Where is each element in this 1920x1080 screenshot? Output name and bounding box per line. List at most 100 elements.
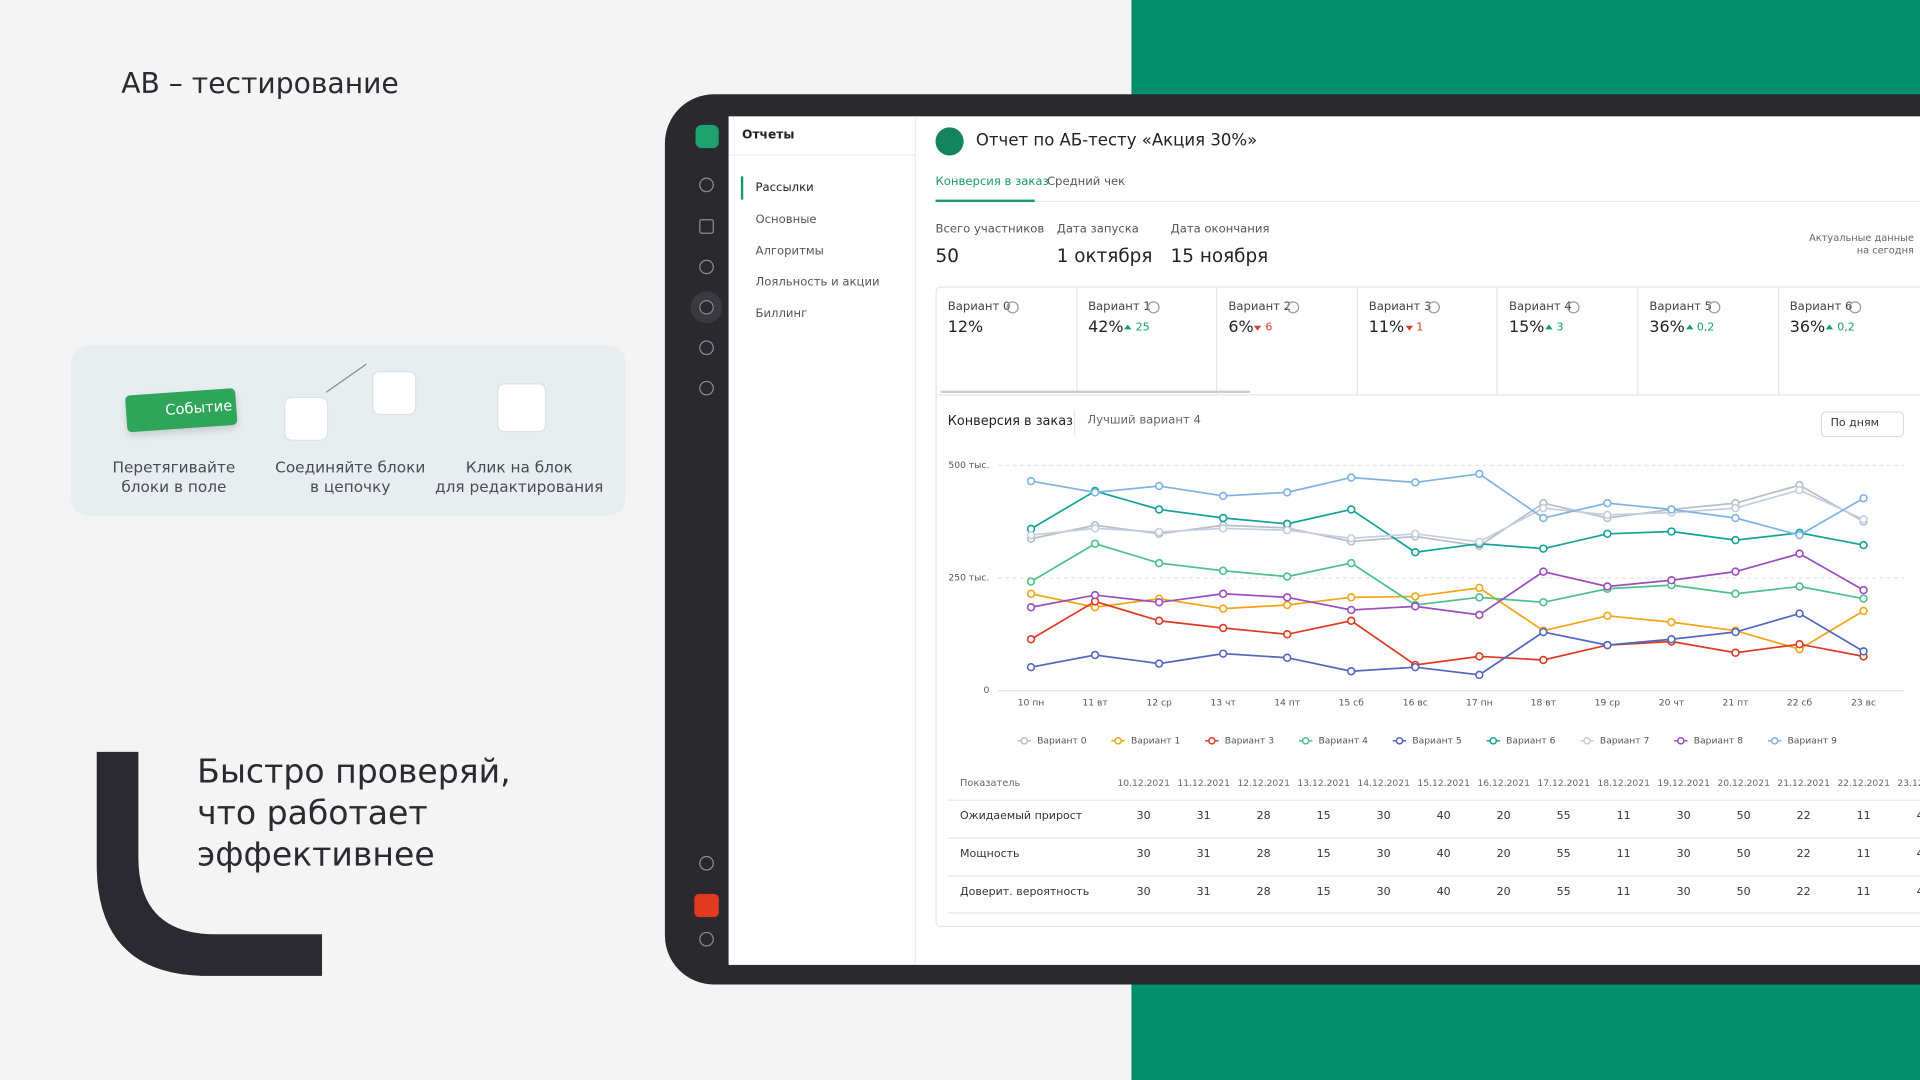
headline: что работает	[197, 794, 428, 833]
series-point	[1475, 610, 1484, 620]
series-point	[1346, 616, 1356, 625]
logo	[695, 124, 719, 149]
nav-icon[interactable]	[699, 340, 714, 356]
series-point	[1218, 604, 1228, 613]
series-point	[1603, 510, 1612, 520]
menu-item[interactable]: Лояльность и акции	[755, 275, 880, 290]
cell: 30	[1136, 886, 1151, 899]
nav-icon[interactable]	[690, 291, 723, 324]
variant-value: 6%	[1228, 318, 1254, 337]
stat-label: Всего участников	[935, 222, 1045, 237]
series-point	[1731, 589, 1740, 598]
nav-icon[interactable]	[699, 177, 714, 193]
nav-icon[interactable]	[699, 855, 714, 871]
x-tick-label: 15 сб	[1339, 697, 1365, 708]
series-point	[1539, 655, 1548, 665]
card-divider	[1356, 286, 1358, 395]
column-header: 10.12.2021	[1117, 777, 1170, 789]
series-point	[1475, 652, 1484, 661]
nav-icon-alert[interactable]	[694, 893, 719, 918]
tab[interactable]: Конверсия в заказ	[935, 175, 1049, 189]
series-point	[1795, 582, 1804, 591]
table-header-label: Показатель	[960, 777, 1021, 789]
series-point	[1411, 592, 1420, 601]
tab[interactable]: Средний чек	[1046, 175, 1126, 189]
column-header: 14.12.2021	[1357, 777, 1410, 789]
series-point	[1859, 493, 1868, 503]
series-point	[1411, 529, 1420, 539]
cell: 11	[1856, 810, 1871, 823]
series-point	[1154, 598, 1164, 607]
series-point	[1282, 593, 1292, 602]
cell: 31	[1196, 886, 1211, 899]
series-point	[1603, 640, 1612, 650]
series-point	[1346, 667, 1356, 676]
stat-value: 15 ноября	[1170, 244, 1269, 267]
screen	[728, 116, 1920, 965]
cell: 15	[1316, 886, 1331, 899]
block-icon	[284, 396, 329, 441]
cell: 28	[1256, 848, 1271, 861]
menu-item[interactable]: Биллинг	[755, 307, 808, 322]
headline: эффективнее	[197, 836, 435, 875]
series-point	[1218, 589, 1228, 598]
legend-marker	[1677, 737, 1685, 745]
cell: 11	[1856, 848, 1871, 861]
column-header: 13.12.2021	[1297, 777, 1350, 789]
x-tick-label: 18 вт	[1531, 697, 1557, 708]
help-icon	[1708, 301, 1721, 314]
x-tick-label: 12 ср	[1146, 697, 1172, 708]
column-header: 18.12.2021	[1597, 777, 1650, 789]
series-point	[1154, 616, 1164, 625]
series-point	[1539, 544, 1548, 553]
help-icon	[1287, 301, 1300, 314]
feature-label: блоки в поле	[121, 477, 227, 496]
variant-value: 36%	[1789, 318, 1826, 337]
menu-item[interactable]: Основные	[755, 212, 817, 227]
x-tick-label: 16 вс	[1403, 697, 1428, 708]
series-point	[1218, 623, 1228, 633]
cell: 55	[1556, 848, 1571, 861]
column-header: 19.12.2021	[1657, 777, 1710, 789]
series-point	[1603, 582, 1612, 591]
variant-delta: 1	[1416, 322, 1424, 335]
legend-label: Вариант 4	[1319, 735, 1369, 746]
column-header: 11.12.2021	[1177, 777, 1230, 789]
series-point	[1411, 602, 1420, 611]
cell: 55	[1556, 810, 1571, 823]
help-icon	[1146, 301, 1160, 314]
cell: 50	[1736, 848, 1751, 861]
nav-icon[interactable]	[699, 931, 714, 947]
series-point	[1090, 590, 1100, 600]
period-dropdown[interactable]: По дням	[1820, 411, 1905, 438]
series-point	[1539, 567, 1548, 576]
x-tick-label: 13 чт	[1210, 697, 1236, 708]
nav-icon[interactable]	[699, 219, 714, 234]
series-line	[1030, 490, 1864, 554]
series-point	[1346, 605, 1356, 615]
legend-label: Вариант 0	[1037, 735, 1087, 746]
nav-icon[interactable]	[699, 259, 714, 275]
series-point	[1539, 513, 1548, 523]
help-icon	[1848, 301, 1861, 314]
variant-name: Вариант 3	[1368, 300, 1432, 314]
cell: 11	[1856, 886, 1871, 899]
series-line	[1030, 484, 1864, 547]
series-point	[1603, 529, 1612, 539]
series-point	[1026, 476, 1036, 486]
series-point	[1026, 603, 1036, 612]
cell: 30	[1676, 848, 1691, 861]
cell: 28	[1256, 810, 1271, 823]
help-icon	[1567, 301, 1581, 314]
card-divider	[1777, 286, 1779, 395]
nav-icon[interactable]	[699, 380, 714, 396]
cell: 50	[1736, 810, 1751, 823]
series-point	[1795, 549, 1804, 558]
variant-value: 15%	[1509, 318, 1545, 337]
menu-item[interactable]: Рассылки	[755, 181, 814, 195]
series-point	[1667, 505, 1676, 514]
row-line	[947, 799, 1920, 801]
period-label[interactable]: По дням	[1830, 417, 1879, 430]
menu-item[interactable]: Алгоритмы	[755, 244, 824, 258]
row-line	[947, 837, 1920, 839]
